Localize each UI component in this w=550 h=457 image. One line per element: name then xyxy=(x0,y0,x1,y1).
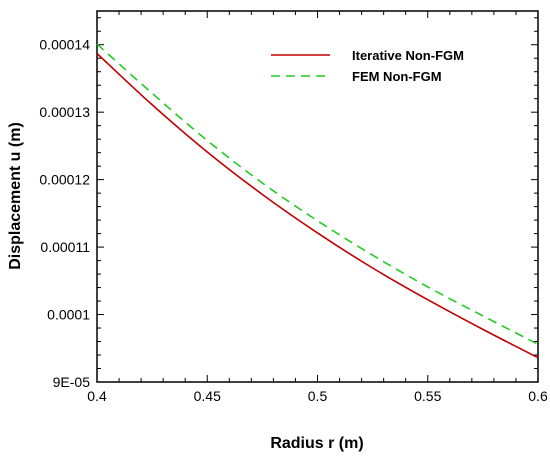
y-tick-label: 0.00012 xyxy=(39,172,90,188)
y-tick-label: 0.00014 xyxy=(39,37,90,53)
y-tick-label: 0.00011 xyxy=(40,239,90,255)
y-tick-label: 0.00013 xyxy=(39,104,90,120)
series-line-1 xyxy=(96,52,539,359)
legend: Iterative Non-FGM FEM Non-FGM xyxy=(271,48,464,84)
y-tick-label: 9E-05 xyxy=(53,374,91,390)
x-axis-title: Radius r (m) xyxy=(270,435,363,452)
x-tick-label: 0.45 xyxy=(194,388,221,404)
plot-frame xyxy=(96,10,539,383)
series-line-2 xyxy=(96,43,539,345)
x-tick-label: 0.55 xyxy=(414,388,441,404)
legend-label-2: FEM Non-FGM xyxy=(352,69,442,84)
series-layer xyxy=(96,43,539,359)
y-axis-title: Displacement u (m) xyxy=(7,122,24,270)
x-tick-label: 0.4 xyxy=(87,388,107,404)
x-tick-label: 0.6 xyxy=(528,388,548,404)
axis-ticks: 0.4 0.45 0.5 0.55 0.6 9E-05 0.0001 0.00011 0.000… xyxy=(39,11,548,404)
legend-label-1: Iterative Non-FGM xyxy=(352,48,464,63)
y-tick-label: 0.0001 xyxy=(47,307,90,323)
x-tick-label: 0.5 xyxy=(308,388,328,404)
